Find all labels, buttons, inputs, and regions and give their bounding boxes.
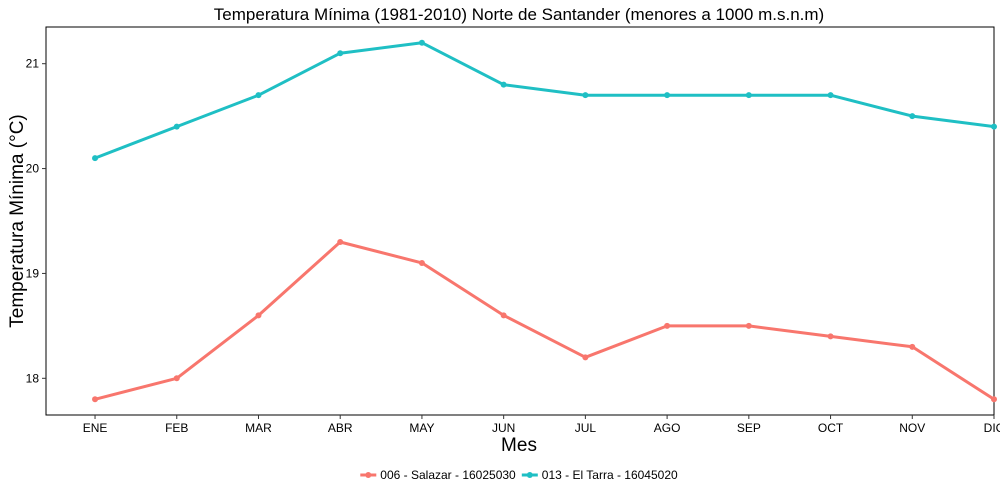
legend-key-point <box>365 472 372 478</box>
data-point <box>173 123 180 130</box>
series-line-1 <box>93 240 996 401</box>
data-point <box>255 312 262 319</box>
data-point <box>745 92 752 99</box>
series-line-2 <box>93 41 996 160</box>
y-tick-label: 21 <box>26 57 40 71</box>
data-point <box>582 354 589 361</box>
x-tick-label: MAY <box>409 421 434 435</box>
legend-item-1: 006 - Salazar - 16025030 <box>360 468 516 482</box>
legend: 006 - Salazar - 16025030 013 - El Tarra -… <box>360 468 678 482</box>
x-axis: ENE FEB MAR ABR MAY JUN JUL AGO SEP OCT NOV DIC <box>83 415 1000 435</box>
data-point <box>337 50 344 57</box>
y-tick-label: 18 <box>26 371 40 385</box>
x-axis-title: Mes <box>501 435 537 456</box>
x-tick-label: ENE <box>83 421 108 435</box>
data-point <box>827 92 834 99</box>
x-tick-label: FEB <box>165 421 188 435</box>
x-tick-label: NOV <box>899 421 925 435</box>
x-tick-label: ABR <box>328 421 353 435</box>
x-tick-label: AGO <box>654 421 681 435</box>
x-tick-label: JUL <box>575 421 597 435</box>
x-tick-label: OCT <box>818 421 844 435</box>
data-point <box>92 155 99 162</box>
x-tick-label: SEP <box>737 421 761 435</box>
data-point <box>337 238 344 245</box>
legend-label: 013 - El Tarra - 16045020 <box>542 468 678 482</box>
legend-label: 006 - Salazar - 16025030 <box>380 468 516 482</box>
data-point <box>664 322 671 329</box>
data-point <box>173 375 180 382</box>
data-point <box>991 123 997 130</box>
data-point <box>418 259 425 266</box>
y-tick-label: 19 <box>26 266 40 280</box>
data-point <box>909 343 916 350</box>
y-axis-title: Temperatura Mínima (°C) <box>7 114 28 327</box>
x-tick-label: DIC <box>984 421 1000 435</box>
data-point <box>418 39 425 46</box>
data-point <box>92 396 99 403</box>
chart-title: Temperatura Mínima (1981-2010) Norte de … <box>214 5 824 24</box>
plot-panel <box>45 26 995 416</box>
x-tick-label: MAR <box>245 421 272 435</box>
data-point <box>827 333 834 340</box>
data-point <box>745 322 752 329</box>
y-tick-label: 20 <box>26 162 40 176</box>
legend-item-2: 013 - El Tarra - 16045020 <box>521 468 678 482</box>
data-point <box>500 81 507 88</box>
y-axis: 18 19 20 21 <box>26 57 46 385</box>
legend-key-point <box>526 472 533 478</box>
data-point <box>255 92 262 99</box>
series-layer <box>92 39 997 403</box>
x-tick-label: JUN <box>492 421 515 435</box>
data-point <box>991 396 997 403</box>
data-point <box>582 92 589 99</box>
data-point <box>909 113 916 120</box>
data-point <box>500 312 507 319</box>
data-point <box>664 92 671 99</box>
